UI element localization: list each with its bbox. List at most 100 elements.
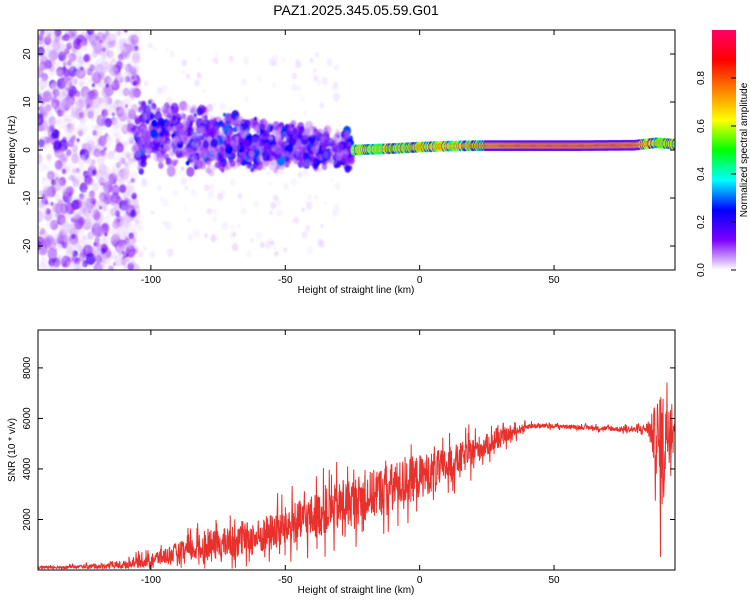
spectrogram-cell bbox=[104, 108, 108, 114]
spectrogram-cell bbox=[224, 142, 229, 149]
spectrogram-cell bbox=[54, 261, 60, 268]
spectrogram-xtick-label: 50 bbox=[548, 275, 560, 286]
spectrogram-cell bbox=[242, 56, 250, 65]
spectrogram-cell bbox=[130, 237, 137, 245]
spectrogram-cell bbox=[94, 236, 100, 244]
spectrogram-cell bbox=[347, 141, 352, 147]
spectrogram-cell bbox=[118, 108, 124, 115]
spectrogram-cell bbox=[185, 160, 190, 166]
spectrogram-cell bbox=[187, 233, 194, 241]
spectrogram-cell bbox=[91, 221, 95, 226]
spectrogram-cell bbox=[76, 138, 80, 143]
spectrogram-cell bbox=[138, 46, 142, 52]
spectrogram-cell bbox=[314, 194, 319, 200]
spectrogram-cell bbox=[219, 102, 226, 111]
spectrogram-cell bbox=[91, 83, 96, 88]
spectrogram-cell bbox=[108, 137, 114, 145]
spectrogram-cell bbox=[173, 130, 177, 135]
spectrogram-cell bbox=[45, 208, 51, 215]
spectrogram-cell bbox=[134, 117, 141, 125]
spectrogram-cell bbox=[123, 112, 128, 117]
spectrogram-cell bbox=[281, 131, 288, 139]
spectrogram-cell bbox=[172, 136, 180, 145]
spectrogram-cell bbox=[149, 251, 156, 259]
spectrogram-cell bbox=[158, 156, 164, 163]
spectrogram-cell bbox=[212, 208, 218, 215]
spectrogram-cell bbox=[124, 97, 129, 104]
snr-xtick-label: 0 bbox=[417, 575, 423, 586]
spectrogram-cell bbox=[54, 203, 64, 215]
spectrogram-cell bbox=[254, 123, 260, 131]
spectrogram-cell bbox=[231, 243, 239, 252]
spectrogram-cell bbox=[45, 143, 50, 149]
spectrogram-cell bbox=[122, 47, 128, 54]
spectrogram-cell bbox=[125, 232, 129, 237]
spectrogram-cell bbox=[221, 134, 227, 141]
spectrogram-cell bbox=[88, 77, 92, 82]
spectrogram-cell bbox=[157, 127, 162, 133]
spectrogram-cell bbox=[108, 65, 118, 77]
spectrogram-cell bbox=[312, 68, 317, 74]
spectrogram-cell bbox=[269, 210, 273, 216]
spectrogram-cell bbox=[130, 177, 135, 183]
spectrogram-cell bbox=[275, 198, 283, 207]
spectrogram-cell bbox=[59, 217, 69, 229]
spectrogram-cell bbox=[141, 129, 148, 138]
spectrogram-cell bbox=[323, 127, 329, 133]
spectrogram-ytick-label: 10 bbox=[22, 96, 33, 108]
spectrogram-cell bbox=[270, 201, 277, 210]
spectrogram-cell bbox=[111, 184, 120, 196]
spectrogram-cell bbox=[73, 198, 82, 210]
spectrogram-cell bbox=[104, 232, 108, 237]
spectrogram-cell bbox=[245, 250, 252, 258]
spectrogram-cell bbox=[153, 46, 157, 51]
spectrogram-cell bbox=[268, 181, 272, 186]
spectrogram-cell bbox=[74, 141, 79, 147]
spectrogram-cell bbox=[127, 244, 133, 250]
spectrogram-cell bbox=[93, 212, 101, 221]
spectrogram-cell bbox=[177, 116, 181, 122]
spectrogram-cell bbox=[65, 163, 74, 174]
spectrogram-cell bbox=[88, 33, 99, 46]
spectrogram-cell bbox=[121, 63, 128, 71]
spectrogram-cell bbox=[79, 41, 88, 52]
spectrogram-cell bbox=[262, 165, 266, 170]
spectrogram-cell bbox=[46, 220, 54, 230]
spectrogram-cell bbox=[165, 47, 169, 53]
spectrogram-cell bbox=[134, 149, 141, 158]
spectrogram-cell bbox=[60, 184, 70, 196]
spectrogram-cell bbox=[137, 250, 144, 258]
spectrogram-cell bbox=[125, 192, 130, 197]
spectrogram-cell bbox=[271, 82, 277, 89]
spectrogram-cell bbox=[212, 101, 218, 108]
spectrogram-cell bbox=[98, 135, 107, 147]
spectrogram-cell bbox=[314, 52, 320, 58]
spectrogram-cell bbox=[190, 188, 198, 197]
spectrogram-cell bbox=[47, 138, 52, 144]
chart-title: PAZ1.2025.345.05.59.G01 bbox=[273, 2, 439, 18]
spectrogram-cell bbox=[276, 169, 283, 177]
spectrogram-cell bbox=[140, 159, 147, 168]
spectrogram-cell bbox=[68, 37, 72, 42]
spectrogram-cell bbox=[304, 120, 314, 132]
spectrogram-cell bbox=[102, 233, 111, 244]
spectrogram-cell bbox=[180, 111, 185, 118]
spectrogram-cell bbox=[118, 248, 122, 253]
spectrogram-cell bbox=[76, 168, 81, 174]
spectrogram-cell bbox=[183, 125, 188, 131]
spectrogram-cell bbox=[120, 244, 130, 255]
spectrogram-cell bbox=[78, 111, 84, 118]
spectrogram-cell bbox=[291, 72, 298, 80]
spectrogram-cell bbox=[51, 119, 58, 126]
spectrogram-cell bbox=[127, 162, 132, 169]
spectrogram-cell bbox=[341, 153, 350, 165]
spectrogram-cell bbox=[221, 221, 229, 231]
spectrogram-cell bbox=[273, 144, 282, 155]
spectrogram-ytick-label: -10 bbox=[22, 190, 33, 205]
spectrogram-cell bbox=[320, 224, 324, 228]
spectrogram-cell bbox=[38, 118, 41, 124]
spectrogram-cell bbox=[60, 202, 71, 215]
spectrogram-cell bbox=[113, 254, 124, 267]
spectrogram-cell bbox=[208, 183, 215, 192]
